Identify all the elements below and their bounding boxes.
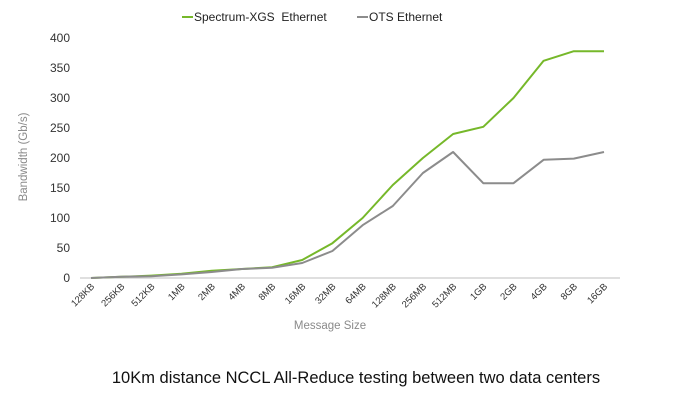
y-tick-label: 0 [63,271,70,285]
x-tick-label: 512MB [430,281,459,310]
x-tick-label: 128KB [69,281,97,309]
y-tick-label: 350 [50,61,70,75]
y-tick-label: 400 [50,31,70,45]
x-tick-label: 256KB [99,281,127,309]
x-tick-label: 1MB [166,281,188,303]
x-tick-label: 8MB [257,281,279,303]
x-tick-label: 16MB [283,281,308,306]
chart-caption: 10Km distance NCCL All-Reduce testing be… [112,369,600,387]
y-tick-label: 250 [50,121,70,135]
y-tick-label: 50 [57,241,71,255]
legend-label-ots: OTS Ethernet [369,10,443,24]
x-tick-label: 64MB [343,281,368,306]
x-tick-label: 4GB [529,281,550,302]
x-tick-label: 2MB [196,281,218,303]
y-tick-label: 150 [50,181,70,195]
y-tick-label: 100 [50,211,70,225]
x-tick-label: 4MB [226,281,248,303]
y-tick-label: 300 [50,91,70,105]
x-tick-label: 32MB [313,281,338,306]
legend: Spectrum-XGS Ethernet OTS Ethernet [182,10,443,24]
x-tick-label: 2GB [498,281,519,302]
x-axis-title: Message Size [294,320,366,332]
y-tick-label: 200 [50,151,70,165]
series-lines [90,50,605,279]
x-tick-label: 8GB [559,281,580,302]
y-axis-title: Bandwidth (Gb/s) [18,112,30,201]
x-tick-label: 1GB [468,281,489,302]
series-line-ots [90,151,605,279]
x-axis-ticks: 128KB 256KB 512KB 1MB 2MB 4MB 8MB 16MB 32MB 64MB 1… [69,281,610,310]
y-axis-ticks: 0 50 100 150 200 250 300 350 400 [50,31,70,285]
legend-label-spectrum-xgs: Spectrum-XGS Ethernet [194,10,327,24]
x-tick-label: 128MB [370,281,399,310]
x-tick-label: 512KB [130,281,158,309]
series-line-spectrum-xgs [90,50,604,279]
x-tick-label: 256MB [400,281,429,310]
x-tick-label: 16GB [585,281,610,306]
